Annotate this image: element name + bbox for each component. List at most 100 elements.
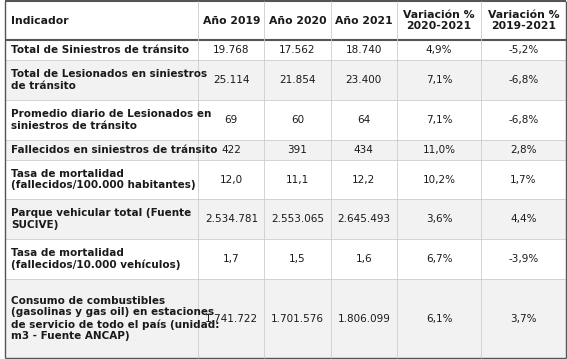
Bar [397,60,481,100]
Bar [397,100,481,140]
Bar [5,60,198,100]
Text: 12,2: 12,2 [352,174,375,185]
Text: -5,2%: -5,2% [509,45,539,55]
Bar [481,199,566,239]
Text: 434: 434 [354,145,374,155]
Bar [5,160,198,199]
Bar [331,239,397,279]
Text: 7,1%: 7,1% [426,75,452,85]
Text: 3,6%: 3,6% [426,214,452,224]
Text: Año 2019: Año 2019 [202,15,260,25]
Text: 17.562: 17.562 [280,45,316,55]
Bar [5,239,198,279]
Text: 19.768: 19.768 [213,45,249,55]
Bar [397,239,481,279]
Bar [331,279,397,358]
Bar [5,100,198,140]
Text: 1,5: 1,5 [289,254,306,264]
Text: 2.534.781: 2.534.781 [205,214,258,224]
Bar [198,100,264,140]
Bar [264,239,331,279]
Text: Fallecidos en siniestros de tránsito: Fallecidos en siniestros de tránsito [11,145,218,155]
Text: 10,2%: 10,2% [422,174,455,185]
Text: 2,8%: 2,8% [510,145,537,155]
Text: 1.806.099: 1.806.099 [337,313,390,323]
Bar [331,199,397,239]
Bar [331,160,397,199]
Text: 2.645.493: 2.645.493 [337,214,390,224]
Bar [481,100,566,140]
Text: 4,9%: 4,9% [426,45,452,55]
Bar [198,199,264,239]
Text: 69: 69 [225,115,238,125]
Text: 2.553.065: 2.553.065 [271,214,324,224]
Text: 3,7%: 3,7% [510,313,537,323]
Text: 23.400: 23.400 [346,75,382,85]
Bar [331,1,397,41]
Bar [5,1,198,41]
Text: -3,9%: -3,9% [509,254,539,264]
Bar [481,140,566,160]
Text: 391: 391 [287,145,307,155]
Text: 12,0: 12,0 [220,174,243,185]
Bar [481,60,566,100]
Bar [397,160,481,199]
Bar [481,41,566,60]
Text: 7,1%: 7,1% [426,115,452,125]
Text: Año 2021: Año 2021 [335,15,392,25]
Bar [198,60,264,100]
Text: Año 2020: Año 2020 [269,15,327,25]
Text: Total de Lesionados en siniestros
de tránsito: Total de Lesionados en siniestros de trá… [11,69,208,91]
Bar [5,199,198,239]
Text: 11,0%: 11,0% [422,145,455,155]
Bar [481,160,566,199]
Text: 25.114: 25.114 [213,75,249,85]
Text: 422: 422 [221,145,241,155]
Text: 21.854: 21.854 [280,75,316,85]
Bar [331,100,397,140]
Text: 60: 60 [291,115,304,125]
Bar [264,160,331,199]
Text: -6,8%: -6,8% [509,115,539,125]
Text: -6,8%: -6,8% [509,75,539,85]
Text: 64: 64 [357,115,370,125]
Bar [264,140,331,160]
Text: 1,7: 1,7 [223,254,240,264]
Bar [397,199,481,239]
Bar [5,41,198,60]
Text: 1.741.722: 1.741.722 [205,313,258,323]
Text: Variación %
2019-2021: Variación % 2019-2021 [488,10,559,31]
Bar [264,60,331,100]
Bar [198,279,264,358]
Text: 1,6: 1,6 [356,254,372,264]
Text: 6,7%: 6,7% [426,254,452,264]
Bar [5,140,198,160]
Text: Total de Siniestros de tránsito: Total de Siniestros de tránsito [11,45,189,55]
Text: Tasa de mortalidad
(fallecidos/100.000 habitantes): Tasa de mortalidad (fallecidos/100.000 h… [11,169,196,190]
Bar [397,279,481,358]
Bar [481,279,566,358]
Text: Variación %
2020-2021: Variación % 2020-2021 [403,10,475,31]
Text: Parque vehicular total (Fuente
SUCIVE): Parque vehicular total (Fuente SUCIVE) [11,209,192,230]
Bar [198,140,264,160]
Bar [198,239,264,279]
Bar [198,1,264,41]
Bar [198,160,264,199]
Text: Indicador: Indicador [11,15,69,25]
Bar [264,100,331,140]
Text: 6,1%: 6,1% [426,313,452,323]
Bar [331,41,397,60]
Text: Consumo de combustibles
(gasolinas y gas oil) en estaciones
de servicio de todo : Consumo de combustibles (gasolinas y gas… [11,296,220,341]
Text: Promedio diario de Lesionados en
siniestros de tránsito: Promedio diario de Lesionados en siniest… [11,109,211,131]
Bar [264,1,331,41]
Bar [331,140,397,160]
Bar [264,199,331,239]
Text: 4,4%: 4,4% [510,214,537,224]
Bar [264,279,331,358]
Bar [397,1,481,41]
Text: 11,1: 11,1 [286,174,309,185]
Text: 18.740: 18.740 [346,45,382,55]
Bar [198,41,264,60]
Text: 1,7%: 1,7% [510,174,537,185]
Bar [264,41,331,60]
